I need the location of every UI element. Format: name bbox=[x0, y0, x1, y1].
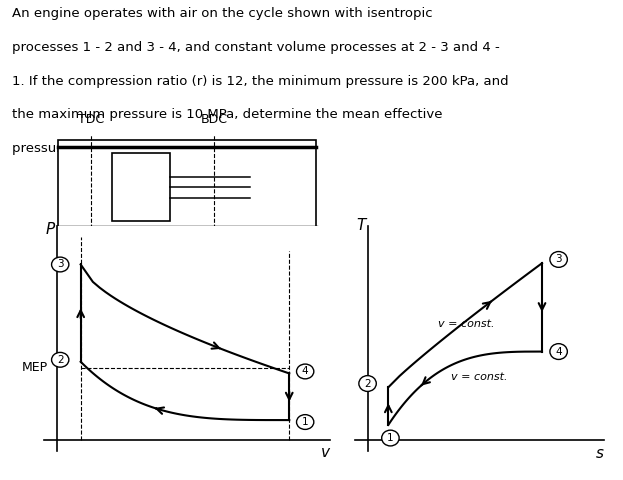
Circle shape bbox=[52, 352, 69, 367]
Text: An engine operates with air on the cycle shown with isentropic: An engine operates with air on the cycle… bbox=[12, 7, 433, 20]
Circle shape bbox=[359, 376, 376, 391]
Text: 3: 3 bbox=[555, 254, 562, 264]
Circle shape bbox=[297, 415, 314, 430]
Text: the maximum pressure is 10 MPa, determine the mean effective: the maximum pressure is 10 MPa, determin… bbox=[12, 108, 443, 121]
Circle shape bbox=[550, 344, 568, 360]
Circle shape bbox=[297, 364, 314, 379]
Text: 4: 4 bbox=[302, 366, 308, 376]
Text: v = const.: v = const. bbox=[438, 319, 495, 329]
Text: 1: 1 bbox=[302, 417, 308, 427]
Circle shape bbox=[382, 430, 399, 446]
Text: pressure. (Note: r = V1/V2 = V4/V3).: pressure. (Note: r = V1/V2 = V4/V3). bbox=[12, 142, 257, 155]
Text: 4: 4 bbox=[555, 347, 562, 357]
Text: processes 1 - 2 and 3 - 4, and constant volume processes at 2 - 3 and 4 -: processes 1 - 2 and 3 - 4, and constant … bbox=[12, 41, 500, 54]
Text: 2: 2 bbox=[57, 355, 64, 365]
Text: P: P bbox=[46, 222, 55, 237]
Text: T: T bbox=[356, 218, 366, 233]
Text: 3: 3 bbox=[57, 260, 64, 269]
Text: BDC: BDC bbox=[201, 113, 227, 126]
Circle shape bbox=[52, 257, 69, 272]
Text: 2: 2 bbox=[364, 379, 371, 388]
Circle shape bbox=[550, 252, 568, 267]
Text: 1. If the compression ratio (r) is 12, the minimum pressure is 200 kPa, and: 1. If the compression ratio (r) is 12, t… bbox=[12, 75, 509, 88]
Text: TDC: TDC bbox=[78, 113, 104, 126]
Text: s: s bbox=[596, 446, 604, 461]
Text: v: v bbox=[321, 445, 330, 460]
Text: 1: 1 bbox=[387, 433, 394, 443]
Text: MEP: MEP bbox=[22, 361, 48, 374]
Text: v = const.: v = const. bbox=[450, 372, 507, 382]
Bar bbox=[112, 154, 169, 221]
